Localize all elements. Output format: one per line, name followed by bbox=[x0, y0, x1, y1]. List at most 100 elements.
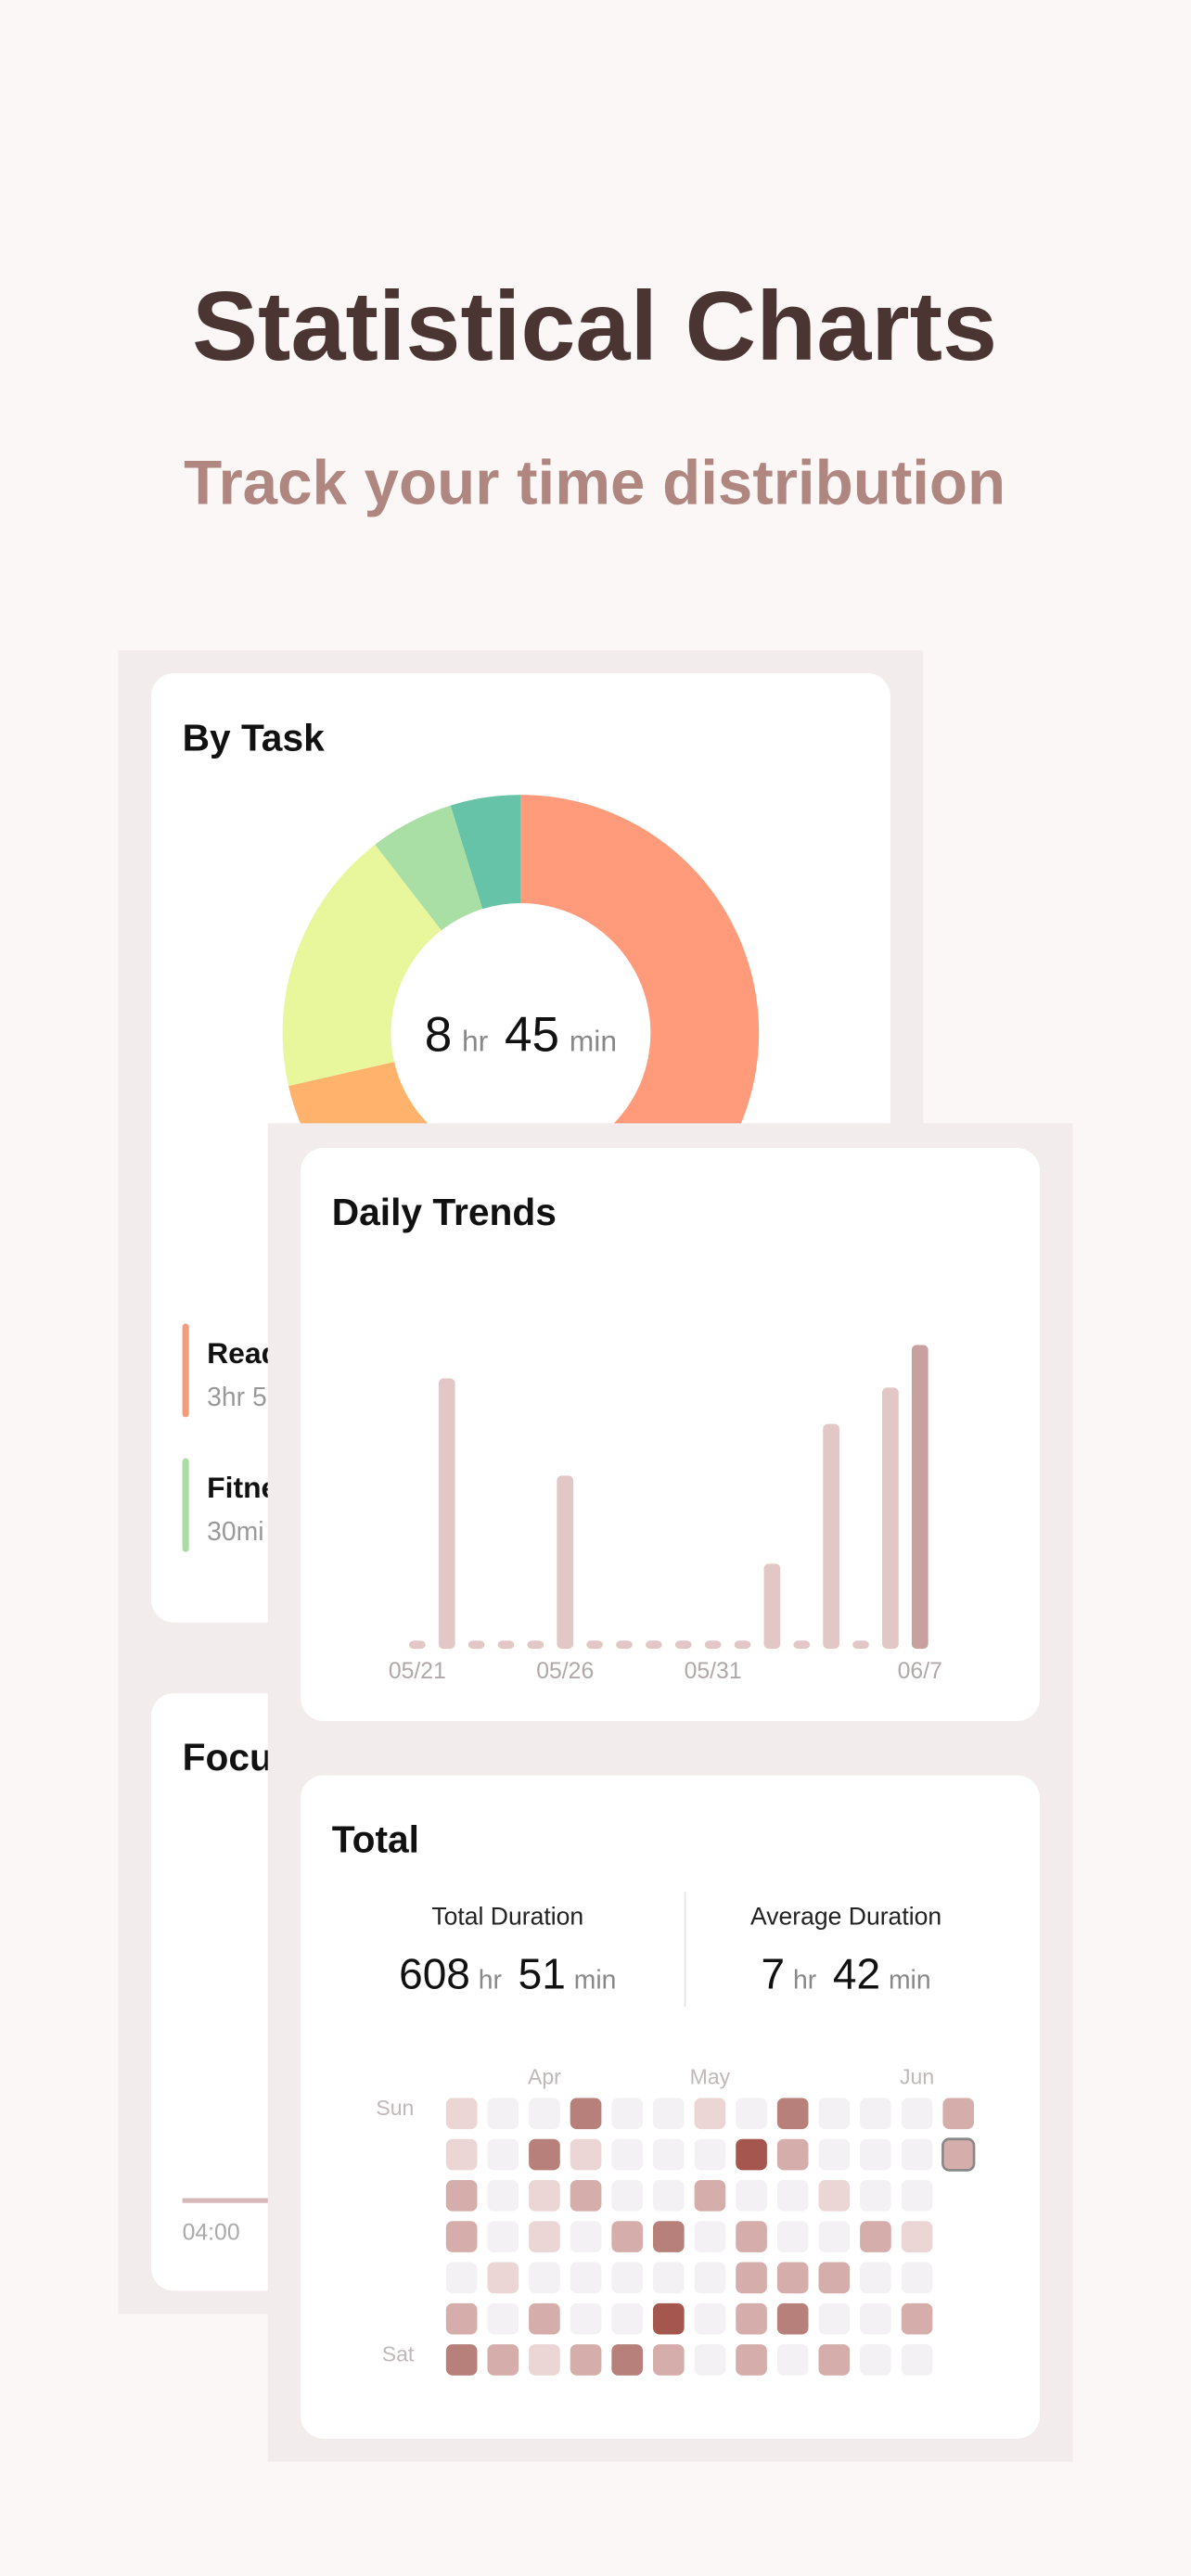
title: Statistical Charts bbox=[192, 271, 997, 381]
heat-cell bbox=[529, 2302, 560, 2335]
heat-cell bbox=[818, 2221, 851, 2252]
heat-cell bbox=[941, 2137, 976, 2172]
hours: 608 bbox=[399, 1950, 470, 1998]
legend-label: Read bbox=[207, 1336, 279, 1370]
donut-slice bbox=[450, 795, 521, 910]
heat-cell bbox=[776, 2262, 809, 2294]
heat-cell bbox=[776, 2344, 809, 2376]
heat-cell bbox=[487, 2138, 519, 2171]
heat-cell bbox=[736, 2138, 767, 2171]
bar bbox=[408, 1640, 426, 1650]
heat-cell bbox=[611, 2221, 644, 2252]
bar bbox=[497, 1640, 515, 1650]
heat-cell bbox=[901, 2262, 933, 2294]
heat-cell bbox=[445, 2098, 478, 2130]
stats: Total Duration 608 hr 51 min Average Duration… bbox=[399, 1903, 941, 1998]
heat-cell bbox=[776, 2138, 809, 2171]
donut-slice bbox=[375, 805, 483, 931]
heat-cell bbox=[736, 2098, 767, 2130]
heat-cell bbox=[611, 2262, 644, 2294]
heat-cell bbox=[611, 2098, 644, 2130]
legend-label: Fitne bbox=[207, 1471, 277, 1504]
bar-chart: 05/21 05/26 05/31 06/7 bbox=[389, 1345, 942, 1684]
heat-cell bbox=[611, 2180, 644, 2212]
bar bbox=[646, 1640, 662, 1650]
heat-cell bbox=[445, 2180, 478, 2212]
heat-cell bbox=[570, 2302, 602, 2335]
day-label: Sun bbox=[376, 2096, 414, 2120]
stat-value: 7 hr 42 min bbox=[762, 1950, 931, 1998]
month-label: May bbox=[690, 2064, 731, 2088]
heat-cell bbox=[445, 2344, 478, 2376]
heat-cell bbox=[901, 2344, 933, 2376]
heat-cell bbox=[776, 2221, 809, 2252]
heat-cell bbox=[652, 2138, 685, 2171]
bar bbox=[438, 1378, 455, 1650]
hours: 8 bbox=[425, 1007, 453, 1062]
heat-cell bbox=[652, 2344, 685, 2376]
stat-label: Total Duration bbox=[431, 1903, 583, 1931]
heat-cell bbox=[445, 2302, 478, 2335]
heat-cell bbox=[818, 2262, 851, 2294]
heat-cell bbox=[529, 2138, 560, 2171]
heat-cell bbox=[652, 2180, 685, 2212]
bar bbox=[704, 1640, 722, 1650]
donut-center: 8 hr 45 min bbox=[425, 1007, 617, 1062]
heat-cell bbox=[901, 2221, 933, 2252]
bar bbox=[586, 1640, 603, 1650]
month-label: Jun bbox=[900, 2064, 934, 2088]
heat-cell bbox=[445, 2138, 478, 2171]
legend-detail: 3hr 5 bbox=[207, 1383, 267, 1412]
unit: hr bbox=[479, 1966, 502, 1996]
x-tick-label: 05/26 bbox=[536, 1659, 594, 1684]
heatmap: Apr May Jun Sun Sat bbox=[376, 2064, 976, 2376]
heat-cell bbox=[818, 2180, 851, 2212]
bar bbox=[763, 1563, 781, 1650]
heat-cell bbox=[652, 2302, 685, 2335]
subtitle: Track your time distribution bbox=[184, 449, 1005, 518]
bar bbox=[852, 1640, 869, 1650]
heat-cell bbox=[652, 2262, 685, 2294]
heat-cell bbox=[736, 2180, 767, 2212]
heat-cell bbox=[445, 2221, 478, 2252]
minutes: 42 bbox=[833, 1950, 880, 1998]
hours: 7 bbox=[762, 1950, 786, 1998]
heat-cell bbox=[529, 2180, 560, 2212]
bar bbox=[882, 1387, 899, 1650]
heat-cell bbox=[901, 2098, 933, 2130]
heat-cell bbox=[487, 2262, 519, 2294]
heat-cell bbox=[818, 2302, 851, 2335]
heat-cell bbox=[694, 2180, 726, 2212]
heat-cell bbox=[901, 2138, 933, 2171]
day-label: Sat bbox=[382, 2342, 415, 2366]
heat-cell bbox=[570, 2262, 602, 2294]
heat-cell bbox=[860, 2138, 891, 2171]
legend: Read 3hr 5 Fitne 30mi bbox=[182, 1323, 279, 1552]
heat-cell bbox=[570, 2221, 602, 2252]
bar bbox=[674, 1640, 692, 1650]
heat-cell bbox=[487, 2302, 519, 2335]
heat-cell bbox=[487, 2344, 519, 2376]
heat-cell bbox=[776, 2180, 809, 2212]
heat-cell bbox=[694, 2221, 726, 2252]
legend-detail: 30mi bbox=[207, 1517, 263, 1547]
heat-cell bbox=[611, 2344, 644, 2376]
heat-cell bbox=[487, 2098, 519, 2130]
heat-cell bbox=[736, 2344, 767, 2376]
heat-cell bbox=[570, 2098, 602, 2130]
minutes: 51 bbox=[519, 1950, 566, 1998]
x-tick-label: 05/31 bbox=[685, 1659, 742, 1684]
unit: hr bbox=[462, 1024, 489, 1057]
heat-cell bbox=[860, 2302, 891, 2335]
minutes: 45 bbox=[505, 1007, 559, 1062]
heat-cell bbox=[529, 2262, 560, 2294]
heat-cell bbox=[652, 2098, 685, 2130]
heat-cell bbox=[694, 2098, 726, 2130]
heat-cell bbox=[570, 2138, 602, 2171]
donut-slice bbox=[282, 844, 442, 1087]
card-title: Total bbox=[332, 1818, 419, 1861]
heat-cell bbox=[736, 2302, 767, 2335]
heat-cell bbox=[694, 2344, 726, 2376]
bar bbox=[793, 1640, 811, 1650]
